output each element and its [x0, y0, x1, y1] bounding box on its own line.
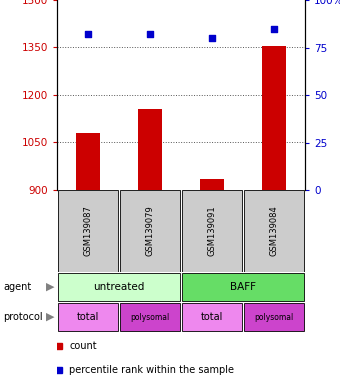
Bar — [57, 190, 118, 272]
Bar — [120, 303, 181, 331]
Text: GSM139087: GSM139087 — [84, 205, 92, 257]
Text: ▶: ▶ — [46, 312, 54, 322]
Point — [271, 25, 277, 31]
Bar — [261, 46, 286, 190]
Bar — [120, 190, 181, 272]
Point — [147, 31, 153, 37]
Text: count: count — [69, 341, 97, 351]
Text: GSM139079: GSM139079 — [146, 205, 154, 257]
Bar — [75, 133, 100, 190]
Bar — [244, 303, 304, 331]
Text: polysomal: polysomal — [254, 313, 294, 321]
Text: GSM139091: GSM139091 — [207, 206, 217, 256]
Text: BAFF: BAFF — [230, 282, 256, 292]
Text: protocol: protocol — [3, 312, 43, 322]
Bar — [182, 303, 242, 331]
Bar — [138, 109, 163, 190]
Bar — [244, 190, 304, 272]
Text: GSM139084: GSM139084 — [270, 205, 278, 257]
Text: ▶: ▶ — [46, 282, 54, 292]
Bar — [200, 179, 224, 190]
Text: total: total — [201, 312, 223, 322]
Text: total: total — [77, 312, 99, 322]
Text: agent: agent — [3, 282, 32, 292]
Point — [85, 31, 91, 37]
Point — [209, 35, 215, 41]
Bar — [182, 190, 242, 272]
Text: untreated: untreated — [93, 282, 145, 292]
Bar — [182, 273, 304, 301]
Text: percentile rank within the sample: percentile rank within the sample — [69, 365, 234, 375]
Bar — [57, 273, 181, 301]
Text: polysomal: polysomal — [130, 313, 170, 321]
Bar — [57, 303, 118, 331]
